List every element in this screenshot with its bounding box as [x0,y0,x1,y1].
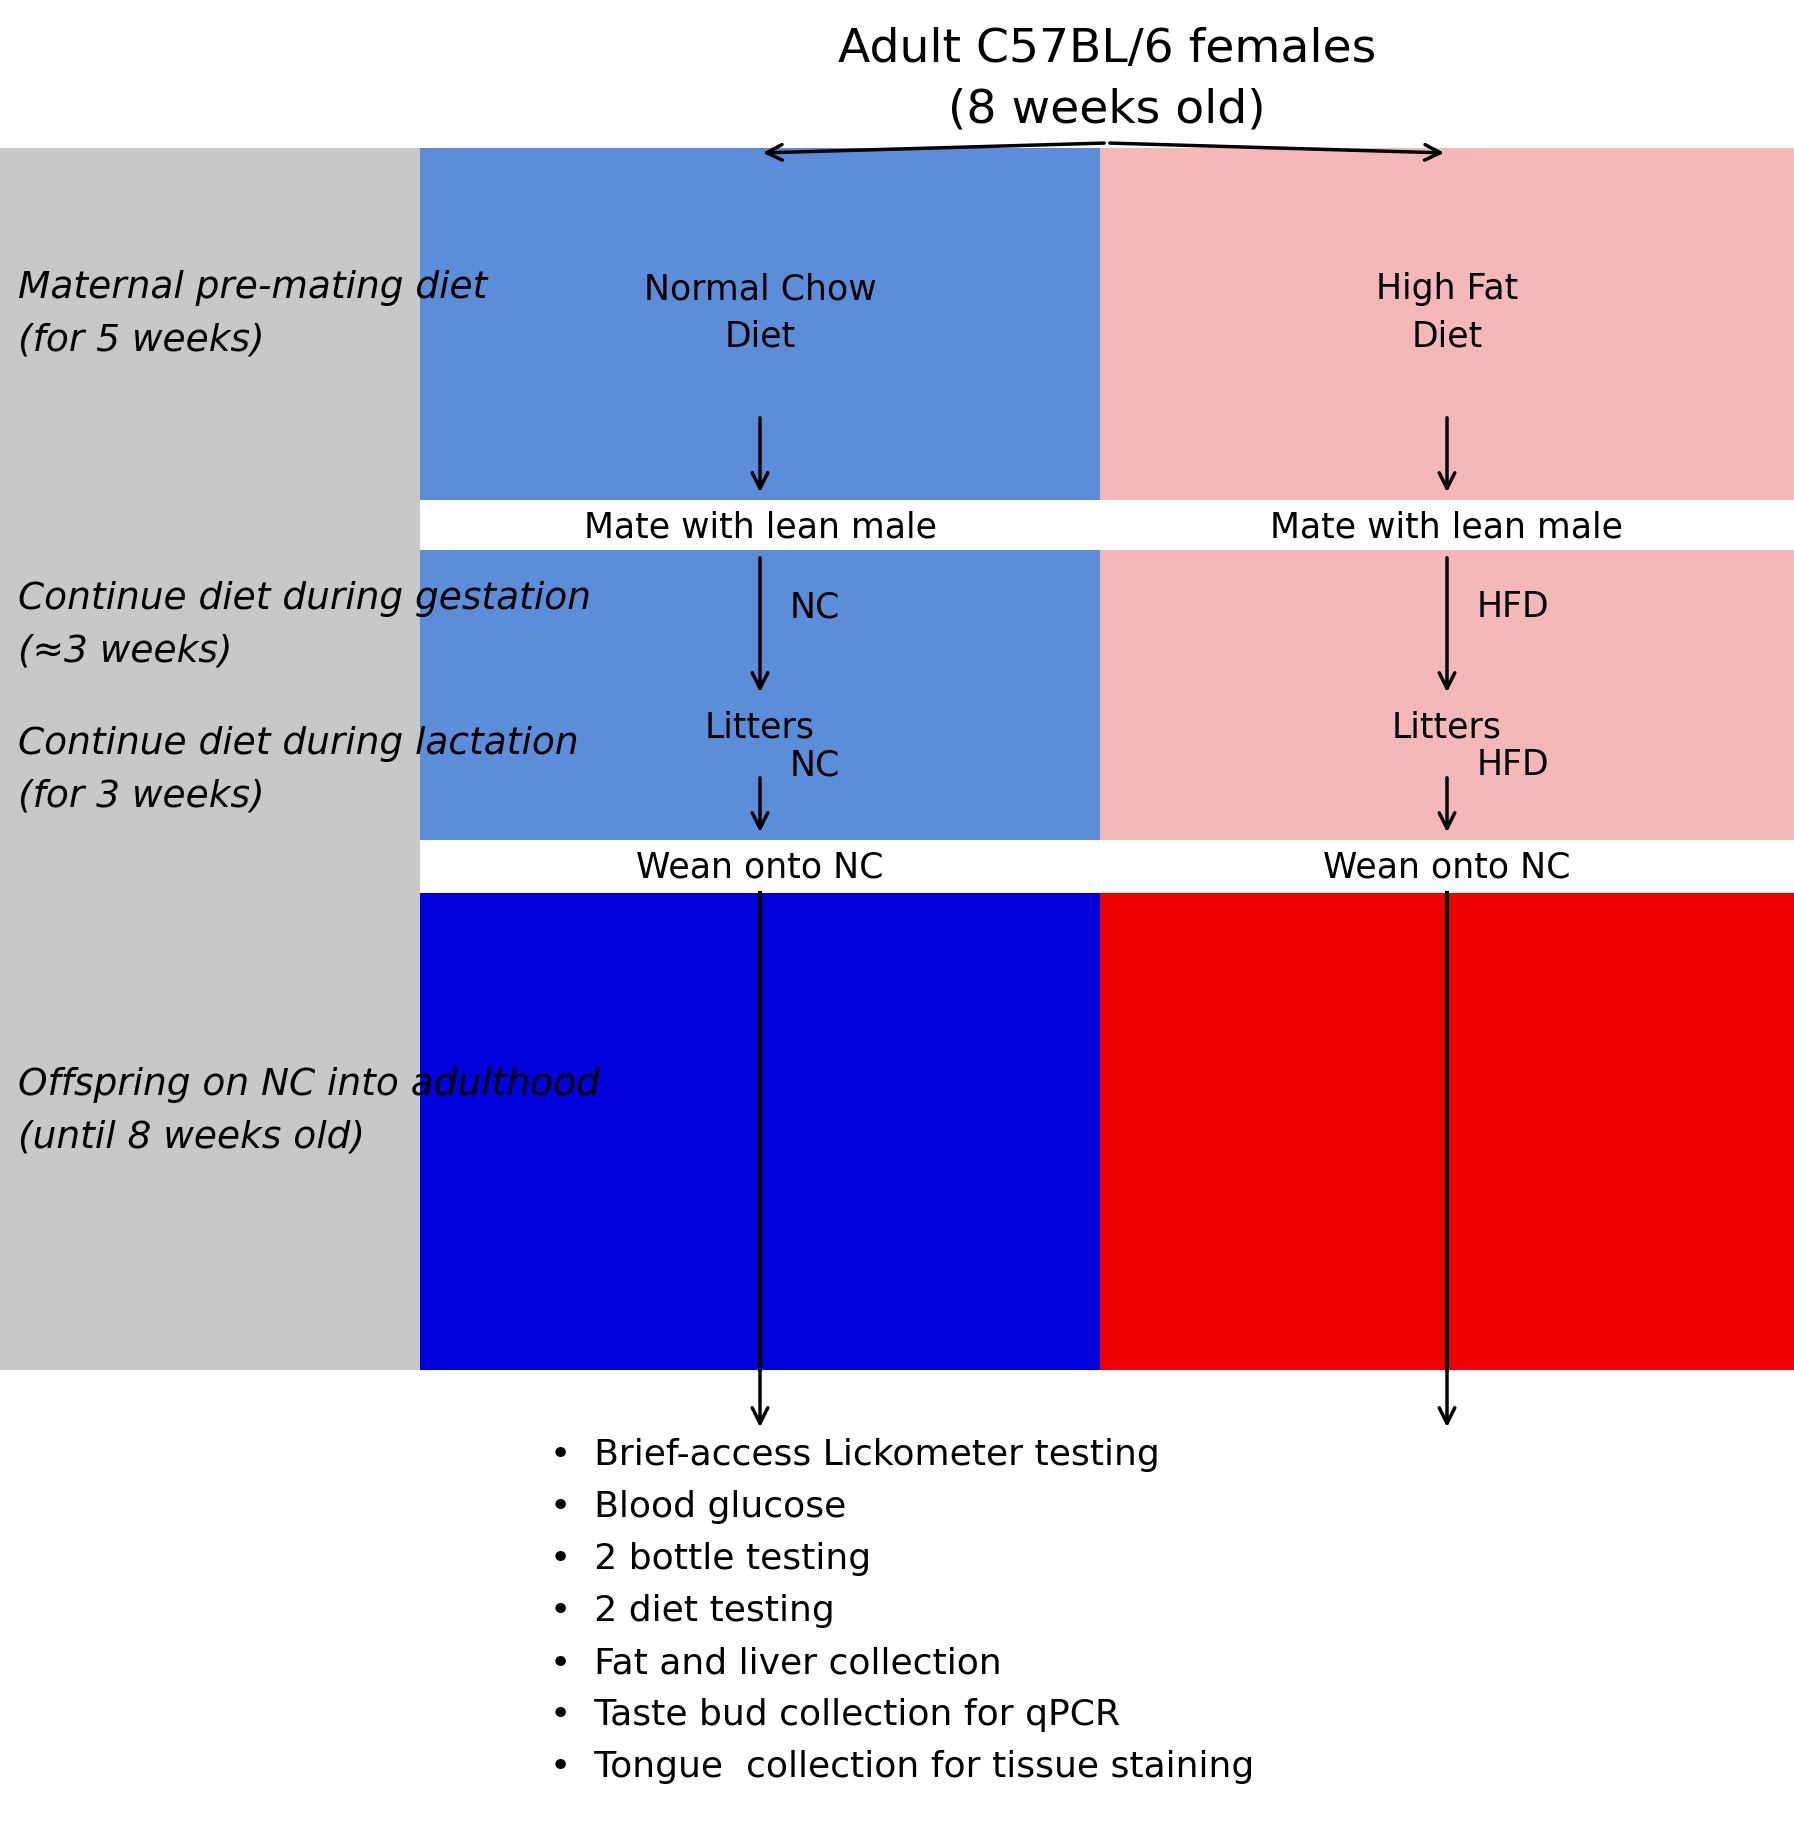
Bar [420,700,1100,841]
Bar [420,550,1100,700]
Text: Mate with lean male: Mate with lean male [583,512,936,545]
Text: Wean onto NC: Wean onto NC [637,852,884,885]
Text: Wean onto NC: Wean onto NC [1324,852,1572,885]
Text: NC: NC [789,590,840,623]
Bar [1100,550,1794,700]
Bar [420,148,1100,501]
Bar [1100,148,1794,501]
Bar [1100,700,1794,841]
Text: •  Brief-access Lickometer testing: • Brief-access Lickometer testing [551,1439,1159,1472]
Text: Litters: Litters [1392,711,1502,746]
Text: Continue diet during gestation
(≈3 weeks): Continue diet during gestation (≈3 weeks… [18,581,590,669]
Text: Adult C57BL/6 females: Adult C57BL/6 females [838,27,1376,73]
Bar [1100,894,1794,1369]
Text: Offspring on NC into adulthood
(until 8 weeks old): Offspring on NC into adulthood (until 8 … [18,1068,599,1155]
Text: HFD: HFD [1476,748,1550,782]
Text: •  Fat and liver collection: • Fat and liver collection [551,1645,1001,1680]
Text: Continue diet during lactation
(for 3 weeks): Continue diet during lactation (for 3 we… [18,726,579,815]
Bar [0,148,420,1369]
Text: •  2 diet testing: • 2 diet testing [551,1594,834,1629]
Text: •  Taste bud collection for qPCR: • Taste bud collection for qPCR [551,1698,1119,1731]
Text: •  Blood glucose: • Blood glucose [551,1490,847,1525]
Text: Litters: Litters [705,711,814,746]
Text: NC: NC [789,748,840,782]
Text: •  2 bottle testing: • 2 bottle testing [551,1543,872,1576]
Text: Normal Chow
Diet: Normal Chow Diet [644,272,875,353]
Text: Maternal pre-mating diet
(for 5 weeks): Maternal pre-mating diet (for 5 weeks) [18,269,488,358]
Bar [420,894,1100,1369]
Text: (8 weeks old): (8 weeks old) [949,88,1267,132]
Text: Mate with lean male: Mate with lean male [1270,512,1624,545]
Text: HFD: HFD [1476,590,1550,623]
Text: High Fat
Diet: High Fat Diet [1376,272,1518,353]
Text: •  Tongue  collection for tissue staining: • Tongue collection for tissue staining [551,1749,1254,1784]
